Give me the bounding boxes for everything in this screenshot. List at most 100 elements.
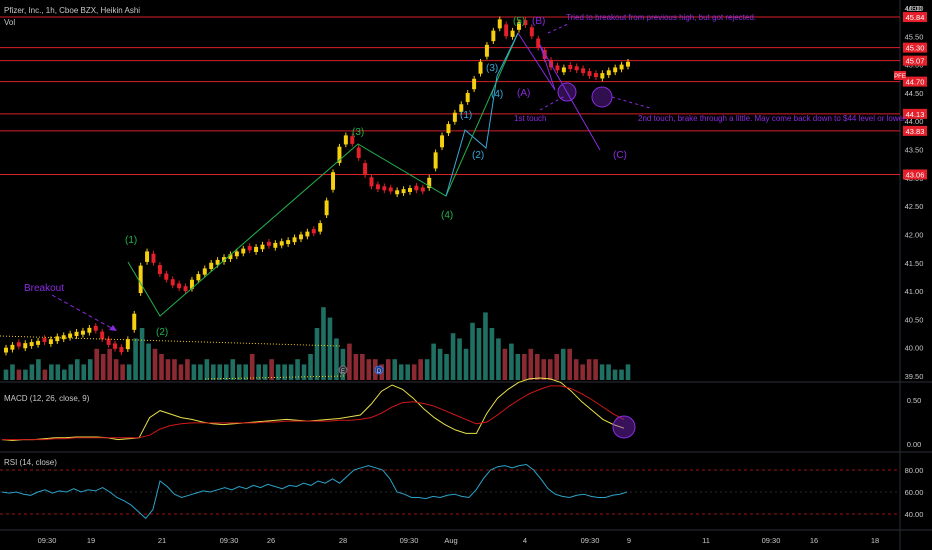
volume-bar — [113, 359, 119, 380]
candle — [382, 186, 387, 191]
candle — [369, 177, 374, 187]
volume-bar — [49, 364, 54, 380]
subwave-label-4: (4) — [491, 89, 503, 100]
candle — [183, 286, 188, 292]
volume-bar — [81, 364, 87, 380]
level-label: 45.30 — [906, 44, 925, 53]
candle — [568, 64, 573, 70]
level-label-bg — [903, 108, 927, 119]
volume-bar — [573, 359, 579, 380]
candle — [600, 73, 605, 79]
volume-bar — [230, 359, 236, 380]
macd-tick-label: 0.50 — [907, 396, 922, 405]
candle — [196, 274, 201, 281]
volume-bar — [282, 364, 287, 380]
volume-bar — [42, 369, 48, 380]
price-tick-label: 41.50 — [905, 259, 924, 268]
candle — [87, 327, 92, 333]
time-axis: 09:30 19 21 09:30 26 28 09:30 Aug 4 09:30 9 11 09:30… — [38, 536, 880, 545]
candle — [350, 136, 355, 144]
level-label-bg — [903, 169, 927, 180]
volume-bar — [496, 338, 501, 380]
candle — [279, 241, 284, 246]
volume-bar — [528, 348, 534, 380]
candle — [132, 313, 137, 330]
candle — [555, 65, 560, 71]
macd-tick-label: 0.00 — [907, 440, 922, 449]
volume-bar — [450, 333, 456, 380]
dividend-marker[interactable] — [374, 365, 384, 375]
price-axis: 46.0045.5045.0044.5044.0043.5043.0042.50… — [903, 4, 927, 381]
volume-bar — [36, 359, 41, 380]
candle — [472, 78, 477, 90]
volume-bar — [62, 369, 67, 380]
candle — [401, 189, 406, 194]
candle — [292, 237, 297, 243]
price-tick-label: 40.50 — [905, 315, 924, 324]
candle — [343, 135, 348, 145]
volume-bar — [74, 359, 80, 380]
candle — [593, 73, 598, 78]
volume-bar — [204, 359, 210, 380]
volume-bar — [288, 364, 294, 380]
rsi-tick-label: 60.00 — [905, 488, 924, 497]
level-label: 44.70 — [906, 78, 925, 87]
candle — [375, 184, 380, 190]
time-tick-label: Aug — [444, 536, 457, 545]
volume-bar — [29, 364, 35, 380]
candle — [157, 265, 162, 275]
candle — [106, 338, 111, 345]
earnings-marker[interactable] — [338, 365, 348, 375]
rsi-tick-label: 40.00 — [905, 510, 924, 519]
price-tick-label: 46.00 — [905, 4, 924, 13]
candle — [497, 19, 502, 29]
correction-path — [517, 32, 601, 151]
candle — [420, 187, 425, 192]
first-touch-note: 1st touch — [514, 114, 546, 123]
candle — [337, 146, 342, 163]
candle — [170, 279, 175, 286]
price-tick-label: 43.50 — [905, 146, 924, 155]
candle — [619, 64, 624, 70]
volume-bar — [217, 364, 223, 380]
second-touch-note: 2nd touch, brake through a little. May c… — [638, 114, 907, 123]
volume-bar — [424, 359, 430, 380]
macd-panel: 0.50 0.00 — [1, 377, 922, 449]
volume-bar — [366, 359, 372, 380]
candle — [536, 38, 541, 48]
candle — [10, 344, 15, 350]
level-label: 45.84 — [906, 13, 925, 22]
volume-bar — [146, 343, 151, 380]
candle — [151, 253, 156, 263]
candle — [23, 343, 28, 349]
volume-bar — [133, 338, 138, 380]
volume-bar — [172, 359, 177, 380]
volume-bar — [431, 343, 436, 380]
subwave-label-2: (2) — [472, 150, 484, 161]
first-touch-note-line — [539, 95, 566, 111]
volume-bar — [483, 312, 488, 380]
symbol-title: Pfizer, Inc., 1h, Cboe BZX, Heikin Ashi — [4, 6, 141, 15]
volume-bar — [68, 364, 74, 380]
volume-bar — [314, 328, 320, 380]
candle — [234, 251, 239, 257]
candle — [36, 340, 41, 345]
volume-bar — [599, 364, 605, 380]
candle — [613, 67, 618, 73]
candle — [433, 152, 438, 169]
level-label-bg — [903, 76, 927, 87]
volume-bar — [554, 354, 560, 380]
volume-bar — [547, 359, 553, 380]
candle — [298, 234, 303, 240]
wave-label-2: (2) — [156, 327, 168, 338]
volume-bar — [334, 338, 339, 380]
candle — [587, 71, 592, 76]
volume-bar — [619, 369, 624, 380]
level-label: 44.13 — [906, 110, 925, 119]
volume-bar — [236, 364, 242, 380]
candle — [465, 92, 470, 102]
volume-bar — [16, 369, 22, 380]
candle — [228, 254, 233, 260]
volume-bar — [308, 354, 313, 380]
